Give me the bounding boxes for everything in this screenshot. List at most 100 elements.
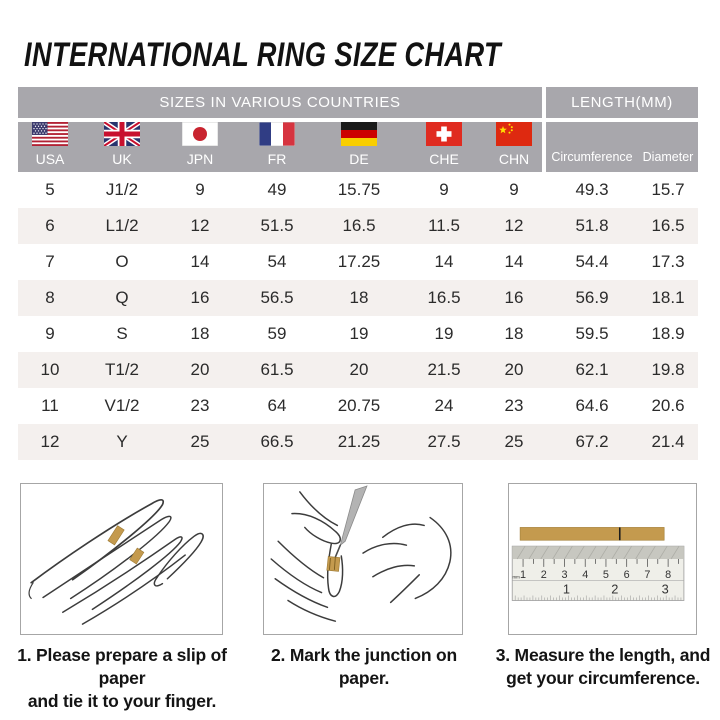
cell-diameter: 17.3 <box>651 252 685 271</box>
cell-che: 27.5 <box>427 432 461 451</box>
cell-jpn: 25 <box>190 432 210 451</box>
cell-fr: 59 <box>267 324 287 343</box>
cell-uk: J1/2 <box>105 180 139 199</box>
cell-fr: 64 <box>267 396 287 415</box>
cell-jpn: 18 <box>190 324 210 343</box>
cell-fr: 66.5 <box>260 432 294 451</box>
ruler-cm-number: 2 <box>541 569 547 581</box>
cell-chn: 18 <box>504 324 524 343</box>
table-group-header-row: SIZES IN VARIOUS COUNTRIES LENGTH(MM) <box>18 87 698 118</box>
sizes-group-header: SIZES IN VARIOUS COUNTRIES <box>18 87 542 118</box>
caption-line: and tie it to your finger. <box>27 691 217 712</box>
column-header-jpn: JPN <box>162 122 238 173</box>
cell-circumference: 67.2 <box>575 432 609 451</box>
paper-strip <box>519 527 665 541</box>
cell-de: 20 <box>349 360 369 379</box>
column-header-de: DE <box>316 122 402 173</box>
cell-usa: 10 <box>40 360 60 379</box>
ruler-cm-number: 5 <box>603 569 609 581</box>
column-header-chn: CHN <box>486 122 542 173</box>
header-divider <box>542 122 546 172</box>
france-flag-icon <box>259 122 295 146</box>
ruler-inch-number: 2 <box>611 582 618 597</box>
cell-jpn: 14 <box>190 252 210 271</box>
cell-de: 19 <box>349 324 369 343</box>
cell-uk: L1/2 <box>105 216 139 235</box>
table-row: 8 Q 16 56.5 18 16.5 16 56.9 18.1 <box>18 280 698 316</box>
ruler-inch-number: 1 <box>563 582 570 597</box>
cell-usa: 5 <box>45 180 55 199</box>
japan-flag-icon <box>182 122 218 146</box>
cell-chn: 25 <box>504 432 524 451</box>
cell-jpn: 9 <box>195 180 205 199</box>
table-column-header-row: USA UK JPN <box>18 122 698 172</box>
ruler-unit-label: mm <box>512 575 520 580</box>
ruler-cm-number: 4 <box>582 569 588 581</box>
country-label: DE <box>349 151 369 167</box>
switzerland-flag-icon <box>426 122 462 146</box>
length-group-header: LENGTH(MM) <box>546 87 698 118</box>
cell-che: 14 <box>434 252 454 271</box>
cell-uk: S <box>116 324 128 343</box>
cell-uk: Y <box>116 432 128 451</box>
caption-line: 1. Please prepare a slip of paper <box>17 645 227 689</box>
caption-line: 3. Measure the length, and <box>495 645 711 665</box>
ruler-cm-number: 7 <box>644 569 650 581</box>
cell-fr: 56.5 <box>260 288 294 307</box>
illustration-mark-junction <box>263 483 463 635</box>
instruction-caption-3: 3. Measure the length, and get your circ… <box>488 644 718 690</box>
china-flag-icon <box>496 122 532 146</box>
cell-de: 21.25 <box>337 432 381 451</box>
hand-with-paper-illustration <box>28 498 204 625</box>
country-label: UK <box>112 151 132 167</box>
cell-usa: 11 <box>41 396 59 415</box>
cell-diameter: 18.1 <box>651 288 685 307</box>
ruler-illustration: 1 2 3 4 5 6 7 8 mm 1 2 3 <box>511 527 685 601</box>
column-header-circumference: Circumference <box>551 150 633 164</box>
table-body: 5 J1/2 9 49 15.75 9 9 49.3 15.7 6 L1/2 1… <box>18 172 698 460</box>
cell-jpn: 20 <box>190 360 210 379</box>
cell-che: 21.5 <box>427 360 461 379</box>
header-divider <box>542 87 546 118</box>
cell-chn: 20 <box>504 360 524 379</box>
caption-line: get your circumference. <box>506 668 700 689</box>
cell-usa: 8 <box>45 288 55 307</box>
cell-diameter: 18.9 <box>651 324 685 343</box>
ruler-inch-number: 3 <box>662 582 669 597</box>
ruler-cm-number: 6 <box>624 569 630 581</box>
ruler-cm-number: 3 <box>561 569 567 581</box>
ruler-cm-number: 1 <box>520 569 526 581</box>
germany-flag-icon <box>341 122 377 146</box>
cell-fr: 51.5 <box>260 216 294 235</box>
cell-jpn: 16 <box>190 288 210 307</box>
table-row: 9 S 18 59 19 19 18 59.5 18.9 <box>18 316 698 352</box>
table-row: 12 Y 25 66.5 21.25 27.5 25 67.2 21.4 <box>18 424 698 460</box>
cell-diameter: 16.5 <box>651 216 685 235</box>
cell-chn: 23 <box>504 396 524 415</box>
cell-chn: 14 <box>504 252 524 271</box>
cell-circumference: 51.8 <box>575 216 609 235</box>
cell-che: 16.5 <box>427 288 461 307</box>
cell-de: 15.75 <box>337 180 381 199</box>
cell-usa: 7 <box>45 252 55 271</box>
column-header-fr: FR <box>238 122 316 173</box>
cell-circumference: 49.3 <box>575 180 609 199</box>
table-row: 10 T1/2 20 61.5 20 21.5 20 62.1 19.8 <box>18 352 698 388</box>
cell-usa: 6 <box>45 216 55 235</box>
cell-diameter: 20.6 <box>651 396 685 415</box>
cell-diameter: 15.7 <box>651 180 685 199</box>
country-label: CHN <box>498 151 530 167</box>
cell-che: 19 <box>434 324 454 343</box>
country-label: USA <box>35 151 65 167</box>
instruction-caption-1: 1. Please prepare a slip of paper and ti… <box>0 644 244 713</box>
country-label: FR <box>267 151 287 167</box>
cell-uk: V1/2 <box>104 396 140 415</box>
cell-fr: 54 <box>267 252 287 271</box>
cell-usa: 9 <box>45 324 55 343</box>
table-row: 5 J1/2 9 49 15.75 9 9 49.3 15.7 <box>18 172 698 208</box>
cell-uk: Q <box>115 288 129 307</box>
column-header-diameter: Diameter <box>642 150 694 164</box>
cell-de: 17.25 <box>337 252 381 271</box>
cell-uk: T1/2 <box>104 360 140 379</box>
cell-chn: 16 <box>504 288 524 307</box>
